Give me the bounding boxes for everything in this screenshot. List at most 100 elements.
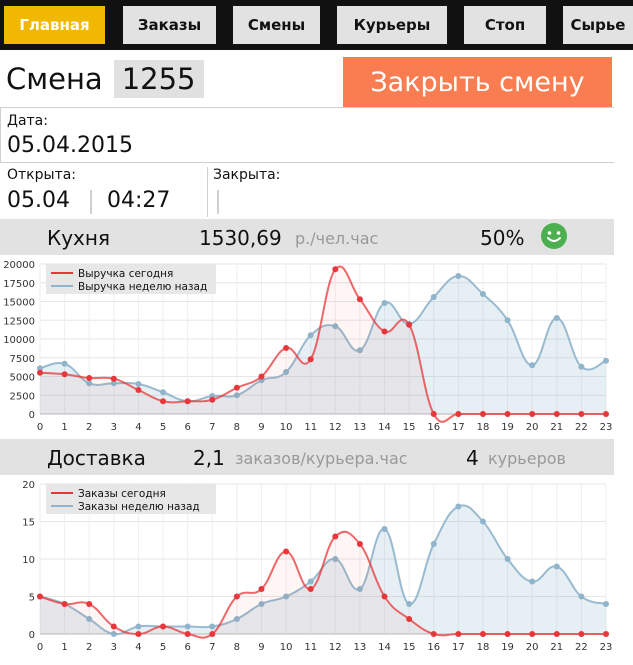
y-tick-label: 20 (22, 480, 35, 491)
y-tick-label: 5 (29, 593, 35, 604)
legend-label: Выручка сегодня (78, 268, 173, 280)
data-point (455, 273, 462, 279)
kitchen-unit: р./чел.час (295, 229, 379, 248)
data-point (406, 601, 413, 607)
delivery-title: Доставка (47, 446, 146, 470)
shift-title: Смена (6, 62, 103, 96)
data-point (479, 291, 486, 297)
legend-box (46, 484, 216, 514)
closed-value-empty (217, 190, 219, 214)
data-point (406, 616, 413, 622)
data-point (209, 396, 216, 403)
x-tick-label: 9 (258, 422, 264, 433)
data-point (135, 631, 142, 637)
date-label: Дата: (7, 113, 48, 129)
data-point (233, 616, 240, 622)
data-point (356, 586, 363, 592)
data-point (258, 373, 265, 380)
data-point (603, 601, 609, 607)
x-tick-label: 13 (354, 422, 367, 433)
data-point (184, 398, 191, 405)
tab-orders[interactable]: Заказы (123, 6, 216, 44)
x-tick-label: 0 (37, 422, 43, 433)
data-point (381, 593, 388, 600)
data-point (529, 362, 536, 369)
data-point (504, 317, 511, 324)
x-tick-label: 0 (37, 642, 43, 653)
divider (207, 167, 208, 217)
x-tick-label: 8 (234, 642, 240, 653)
x-tick-label: 9 (258, 642, 264, 653)
x-tick-label: 11 (304, 642, 317, 653)
y-tick-label: 5000 (10, 373, 35, 384)
data-point (529, 631, 536, 637)
data-point (135, 387, 142, 393)
opened-date: 05.04 (7, 188, 70, 213)
x-tick-label: 15 (403, 642, 416, 653)
legend-label: Заказы сегодня (78, 488, 166, 500)
data-point (332, 323, 339, 330)
data-point (184, 631, 191, 637)
x-tick-label: 15 (403, 422, 416, 433)
tab-couriers[interactable]: Курьеры (337, 6, 447, 44)
tab-stop[interactable]: Стоп (464, 6, 546, 44)
kitchen-summary: Кухня 1530,69 р./чел.час 50% (0, 219, 614, 255)
kitchen-title: Кухня (47, 226, 110, 250)
x-tick-label: 23 (600, 422, 613, 433)
tab-main[interactable]: Главная (4, 6, 105, 44)
data-point (603, 631, 609, 637)
top-nav: Главная Заказы Смены Курьеры Стоп Сырье (0, 0, 633, 50)
data-point (37, 593, 43, 600)
tab-shifts[interactable]: Смены (233, 6, 320, 44)
data-point (553, 563, 560, 570)
data-point (578, 363, 585, 370)
data-point (61, 360, 68, 367)
data-point (184, 623, 191, 630)
opened-label: Открыта: (7, 167, 77, 183)
x-tick-label: 10 (280, 642, 293, 653)
x-tick-label: 21 (550, 422, 563, 433)
data-point (160, 389, 167, 396)
data-point (356, 347, 363, 354)
x-tick-label: 23 (600, 642, 613, 653)
date-value: 05.04.2015 (7, 133, 133, 158)
data-point (529, 411, 536, 417)
shift-number: 1255 (113, 60, 204, 98)
data-point (430, 411, 437, 417)
data-point (332, 556, 339, 562)
data-point (233, 384, 240, 391)
data-point (233, 392, 240, 399)
x-tick-label: 22 (575, 642, 588, 653)
y-tick-label: 15 (22, 518, 35, 529)
x-tick-label: 20 (526, 422, 539, 433)
data-point (479, 631, 486, 637)
data-point (61, 601, 68, 607)
delivery-value: 2,1 (193, 446, 225, 470)
close-shift-button[interactable]: Закрыть смену (343, 57, 612, 107)
data-point (578, 411, 585, 417)
data-point (86, 380, 93, 387)
data-point (381, 328, 388, 335)
x-tick-label: 7 (209, 422, 215, 433)
legend-box (46, 264, 216, 294)
data-point (504, 411, 511, 417)
x-tick-label: 3 (111, 642, 117, 653)
data-point (86, 601, 93, 607)
x-tick-label: 2 (86, 642, 92, 653)
data-point (307, 332, 314, 339)
y-tick-label: 20000 (3, 260, 35, 271)
y-tick-label: 17500 (3, 279, 35, 290)
divider (0, 108, 1, 162)
tab-raw[interactable]: Сырье (563, 6, 633, 44)
data-point (430, 541, 437, 547)
divider (90, 190, 92, 214)
data-point (307, 578, 314, 585)
data-point (86, 375, 93, 381)
opened-time: 04:27 (107, 188, 171, 213)
x-tick-label: 4 (135, 422, 141, 433)
data-point (110, 380, 117, 387)
x-tick-label: 12 (329, 422, 342, 433)
x-tick-label: 11 (304, 422, 317, 433)
data-point (307, 586, 314, 592)
data-point (233, 593, 240, 600)
